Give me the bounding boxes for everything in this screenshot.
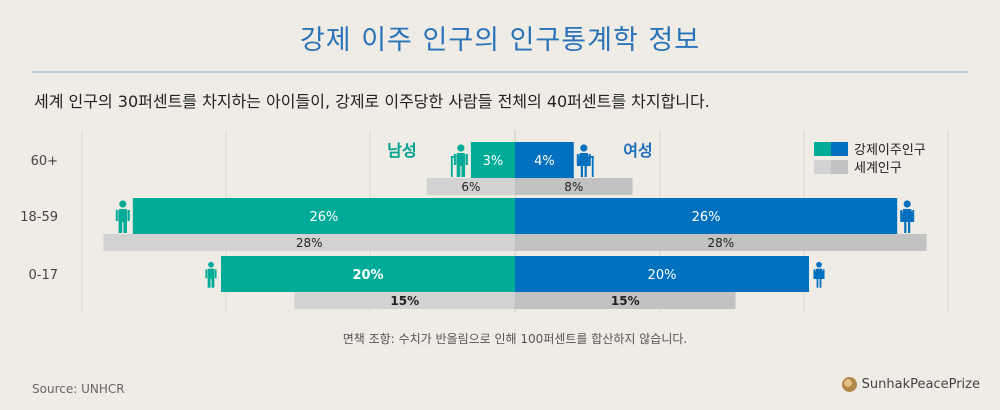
world-label-male-60+: 6%: [461, 180, 480, 194]
world-bar-female-60+: [515, 178, 633, 195]
displaced-bar-female-60+: [515, 142, 574, 178]
legend-swatch-right: [831, 142, 848, 156]
legend-label: 강제이주인구: [854, 143, 926, 158]
displaced-bar-male-60+: [470, 142, 515, 178]
displaced-bar-female-0-17: [515, 256, 809, 292]
displaced-label-female-60+: 4%: [534, 154, 555, 169]
displaced-bar-female-18-59: [515, 198, 898, 234]
population-pyramid-chart: 60+ 6% 8% 3% 4% 18-59 28% 28% 26% 26% 0-17 15% 15% 20…: [20, 130, 949, 312]
legend-swatch-left: [814, 160, 831, 174]
female-person-icon: [576, 144, 594, 177]
male-person-icon: [205, 261, 217, 288]
world-label-male-0-17: 15%: [390, 294, 419, 308]
legend-swatch-right: [831, 160, 848, 174]
world-label-male-18-59: 28%: [296, 236, 323, 250]
brand-logo-text: SunhakPeacePrize: [841, 377, 980, 392]
world-label-female-60+: 8%: [564, 180, 583, 194]
brand-logo-icon: [841, 377, 857, 392]
chart-subtitle: 세계 인구의 30퍼센트를 차지하는 아이들이, 강제로 이주당한 사람들 전체…: [34, 92, 710, 111]
world-bar-male-60+: [426, 178, 515, 195]
female-person-icon: [900, 200, 915, 233]
footnote: 면책 조항: 수치가 반올림으로 인해 100퍼센트를 합산하지 않습니다.: [342, 332, 688, 346]
displaced-label-male-0-17: 20%: [352, 268, 383, 283]
displaced-label-female-18-59: 26%: [692, 210, 721, 225]
displaced-label-male-60+: 3%: [483, 154, 504, 169]
legend-swatch-left: [814, 142, 831, 156]
source-label: Source: UNHCR: [32, 382, 125, 396]
world-bar-male-0-17: [294, 292, 515, 309]
category-label-0-17: 0-17: [28, 268, 58, 283]
legend-label: 세계인구: [854, 161, 902, 176]
world-label-female-18-59: 28%: [707, 236, 734, 250]
world-bar-female-0-17: [515, 292, 736, 309]
category-label-18-59: 18-59: [20, 210, 58, 225]
world-bar-female-18-59: [515, 234, 927, 251]
brand-name: SunhakPeacePrize: [861, 377, 980, 392]
world-bar-male-18-59: [103, 234, 516, 251]
displaced-label-female-0-17: 20%: [648, 268, 677, 283]
chart-title: 강제 이주 인구의 인구통계학 정보: [299, 25, 701, 56]
displaced-bar-male-18-59: [132, 198, 516, 234]
displaced-label-male-18-59: 26%: [309, 210, 338, 225]
category-label-60+: 60+: [31, 154, 58, 169]
female-gender-label: 여성: [623, 141, 652, 160]
male-gender-label: 남성: [387, 141, 416, 160]
male-person-icon: [115, 200, 130, 233]
female-person-icon: [813, 261, 825, 288]
world-label-female-0-17: 15%: [611, 294, 640, 308]
male-person-icon: [450, 144, 468, 177]
title-divider: [32, 71, 968, 73]
displaced-bar-male-0-17: [221, 256, 515, 292]
